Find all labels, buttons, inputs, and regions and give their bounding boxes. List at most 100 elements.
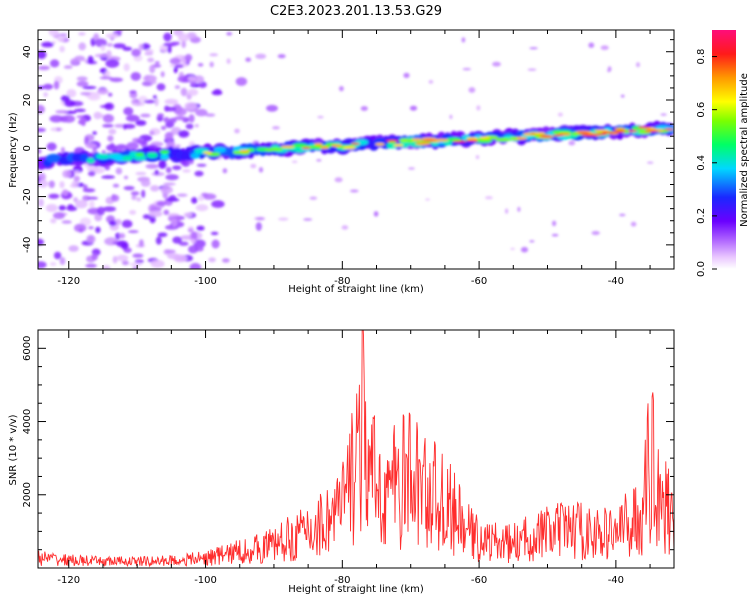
heatmap-noise-cell <box>53 251 62 260</box>
heatmap-noise-cell <box>428 80 434 84</box>
heatmap-noise-cell <box>94 38 107 48</box>
heatmap-noise-cell <box>134 259 144 264</box>
heatmap-noise-cell <box>169 117 177 124</box>
heatmap-noise-cell <box>128 230 139 234</box>
heatmap-noise-cell <box>38 261 47 269</box>
heatmap-noise-cell <box>210 231 219 236</box>
heatmap-noise-cell <box>86 234 96 244</box>
colorbar-tick-label: 0.0 <box>696 261 707 277</box>
snr-x-label: Height of straight line (km) <box>288 584 424 595</box>
heatmap-noise-cell <box>100 44 106 52</box>
heatmap-noise-cell <box>104 70 111 78</box>
heatmap-noise-cell <box>129 210 137 215</box>
heatmap-noise-cell <box>79 217 92 227</box>
heatmap-noise-cell <box>46 142 57 151</box>
heatmap-noise-cell <box>462 68 472 71</box>
heatmap-x-ticks: -120 -100 -80 -60 -40 <box>57 30 651 287</box>
heatmap-noise-cell <box>145 163 159 169</box>
heatmap-noise-cell <box>114 124 126 128</box>
heatmap-y-ticks: -40 -20 0 20 40 <box>22 39 674 270</box>
heatmap-noise-cell <box>157 232 168 238</box>
heatmap-noise-cell <box>211 239 220 249</box>
heatmap-noise-cell <box>82 184 88 190</box>
heatmap-trace-cell <box>534 132 546 135</box>
heatmap-noise-cell <box>620 94 625 98</box>
heatmap-noise-cell <box>132 253 144 258</box>
heatmap-noise-cell <box>160 71 165 78</box>
heatmap-noise-cell <box>165 166 172 174</box>
heatmap-noise-cell <box>187 228 194 233</box>
heatmap-noise-cell <box>115 167 123 175</box>
heatmap-trace-cell <box>320 146 329 150</box>
heatmap-noise-cell <box>198 195 204 202</box>
heatmap-noise-cell <box>108 92 113 97</box>
heatmap-noise-cell <box>373 211 379 217</box>
heatmap-trace-cell <box>203 151 213 155</box>
heatmap-noise-cell <box>118 233 126 239</box>
heatmap-noise-cell <box>591 231 600 235</box>
heatmap-noise-cell <box>195 204 209 212</box>
heatmap-trace-cell <box>515 136 528 140</box>
heatmap-noise-cell <box>121 260 129 266</box>
heatmap-noise-cell <box>193 75 205 84</box>
heatmap-noise-cell <box>102 265 111 269</box>
heatmap-noise-cell <box>105 33 119 39</box>
heatmap-noise-cell <box>144 52 154 56</box>
heatmap-noise-cell <box>197 63 204 67</box>
heatmap-noise-cell <box>172 236 183 244</box>
heatmap-noise-cell <box>160 125 167 131</box>
heatmap-noise-cell <box>170 41 179 46</box>
heatmap-noise-cell <box>78 227 84 233</box>
heatmap-noise-cell <box>135 171 147 176</box>
heatmap-noise-cell <box>64 99 76 107</box>
heatmap-noise-cell <box>87 170 96 177</box>
heatmap-noise-cell <box>106 43 113 47</box>
heatmap-trace-cell <box>613 130 627 133</box>
x-tick-label: -40 <box>608 575 624 586</box>
y-tick-label: 0 <box>22 145 33 151</box>
heatmap-noise-cell <box>113 43 126 49</box>
heatmap-trace-cell <box>135 152 145 157</box>
heatmap-trace-cell <box>477 138 493 143</box>
heatmap-noise-cell <box>73 197 78 203</box>
heatmap-trace-cell <box>411 138 423 142</box>
colorbar-label: Normalized spectral amplitude <box>739 73 750 227</box>
heatmap-trace-cell <box>331 144 343 148</box>
heatmap-noise-cell <box>61 189 69 196</box>
heatmap-noise-cell <box>59 257 66 265</box>
heatmap-noise-cell <box>74 108 86 113</box>
heatmap-noise-cell <box>160 185 173 194</box>
heatmap-noise-cell <box>49 59 60 68</box>
x-tick-label: -100 <box>194 276 217 287</box>
heatmap-trace-cell <box>133 154 147 161</box>
heatmap-trace-cell <box>577 132 589 135</box>
heatmap-noise-cell <box>164 98 179 105</box>
heatmap-noise-cell <box>492 61 501 67</box>
heatmap-noise-cell <box>209 53 219 57</box>
heatmap-noise-cell <box>636 62 640 68</box>
heatmap-noise-cell <box>122 46 133 51</box>
heatmap-trace-cell <box>581 134 597 137</box>
heatmap-noise-cell <box>588 42 595 48</box>
heatmap-trace-cell <box>393 143 404 147</box>
heatmap-noise-cell <box>121 219 133 228</box>
heatmap-trace-cell <box>540 135 552 137</box>
heatmap-noise-cell <box>85 263 97 268</box>
heatmap-noise-cell <box>317 115 324 119</box>
colorbar-gradient <box>712 30 736 269</box>
y-tick-label: -40 <box>22 237 33 253</box>
heatmap-noise-cell <box>111 194 120 202</box>
heatmap-noise-cell <box>341 225 349 230</box>
heatmap-noise-cell <box>73 175 81 182</box>
heatmap-noise-cell <box>187 88 199 96</box>
heatmap-noise-cell <box>256 217 265 221</box>
heatmap-trace-cell <box>495 137 511 142</box>
heatmap-noise-cell <box>164 249 176 254</box>
heatmap-trace-cell <box>385 139 399 142</box>
heatmap-noise-cell <box>167 45 172 54</box>
heatmap-noise-cell <box>129 262 143 266</box>
heatmap-noise-cell <box>107 135 114 142</box>
heatmap-noise-cell <box>108 128 117 135</box>
heatmap-noise-cell <box>180 87 188 97</box>
heatmap-noise-cell <box>190 231 198 241</box>
